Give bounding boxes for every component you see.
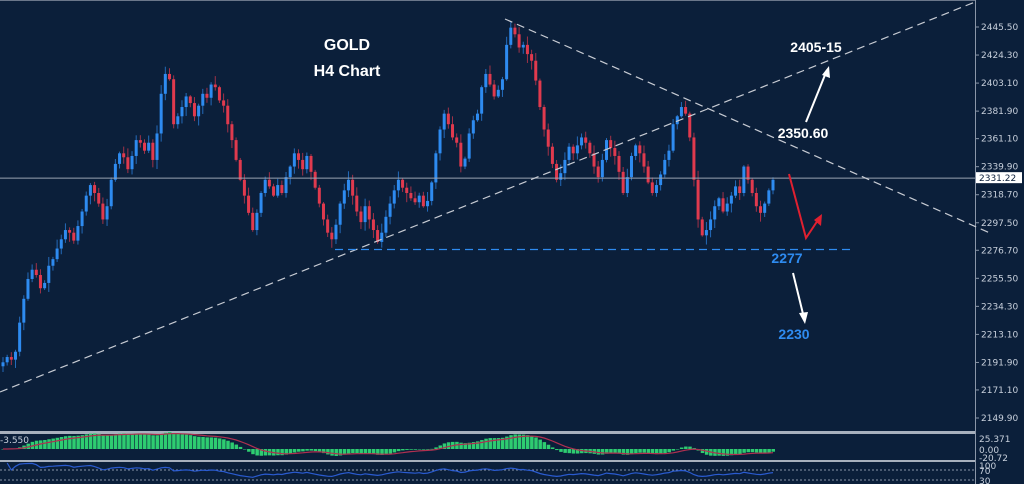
price-tick-label: 2318.70 — [981, 191, 1018, 201]
price-tick-label: 2339.90 — [981, 163, 1018, 173]
target-up-label: 2405-15 — [790, 39, 842, 55]
target-down-label: 2230 — [778, 326, 809, 342]
pane-separator — [0, 431, 975, 434]
price-tick-label: 2276.70 — [981, 246, 1018, 256]
price-tick-label: 2403.10 — [981, 79, 1018, 89]
support-label: 2277 — [771, 250, 802, 266]
macd-level-zero: 0.00 — [979, 446, 999, 456]
chart-subtitle: H4 Chart — [314, 63, 381, 80]
price-tick-label: 2255.50 — [981, 274, 1018, 284]
red-zigzag-arrow-icon — [788, 173, 822, 241]
price-tick-label: 2361.10 — [981, 135, 1018, 145]
rsi-level-100: 100 — [979, 462, 996, 472]
pane-separator-2 — [0, 460, 975, 462]
svg-text:2331.22: 2331.22 — [979, 174, 1016, 184]
down-arrow-icon — [792, 272, 808, 324]
price-axis: 2445.50 2424.30 2403.10 2381.90 2361.10 2339.… — [975, 23, 1018, 424]
pivot-label: 2350.60 — [778, 125, 829, 141]
rsi-level-30: 30 — [979, 477, 991, 484]
up-arrow-icon — [805, 66, 830, 123]
macd-pane — [1, 432, 775, 456]
current-price-tag: 2331.22 — [976, 172, 1022, 184]
price-tick-label: 2381.90 — [981, 107, 1018, 117]
price-tick-label: 2213.10 — [981, 330, 1018, 340]
price-tick-label: 2445.50 — [981, 23, 1018, 33]
rising-trendline — [0, 1, 976, 393]
price-tick-label: 2424.30 — [981, 51, 1018, 61]
price-tick-label: 2297.50 — [981, 219, 1018, 229]
candlestick-series — [1, 22, 775, 373]
price-tick-label: 2234.30 — [981, 302, 1018, 312]
rsi-pane — [6, 462, 774, 478]
macd-level-low: -20.72 — [979, 454, 1008, 464]
rsi-level-70: 70 — [979, 467, 991, 477]
price-tick-label: 2149.90 — [981, 414, 1018, 424]
price-tick-label: 2191.90 — [981, 358, 1018, 368]
macd-level-high: 25.371 — [979, 435, 1011, 445]
falling-trendline — [504, 18, 991, 234]
chart-title: GOLD — [324, 37, 370, 54]
macd-value: -3.550 — [0, 436, 29, 446]
price-tick-label: 2171.10 — [981, 386, 1018, 396]
